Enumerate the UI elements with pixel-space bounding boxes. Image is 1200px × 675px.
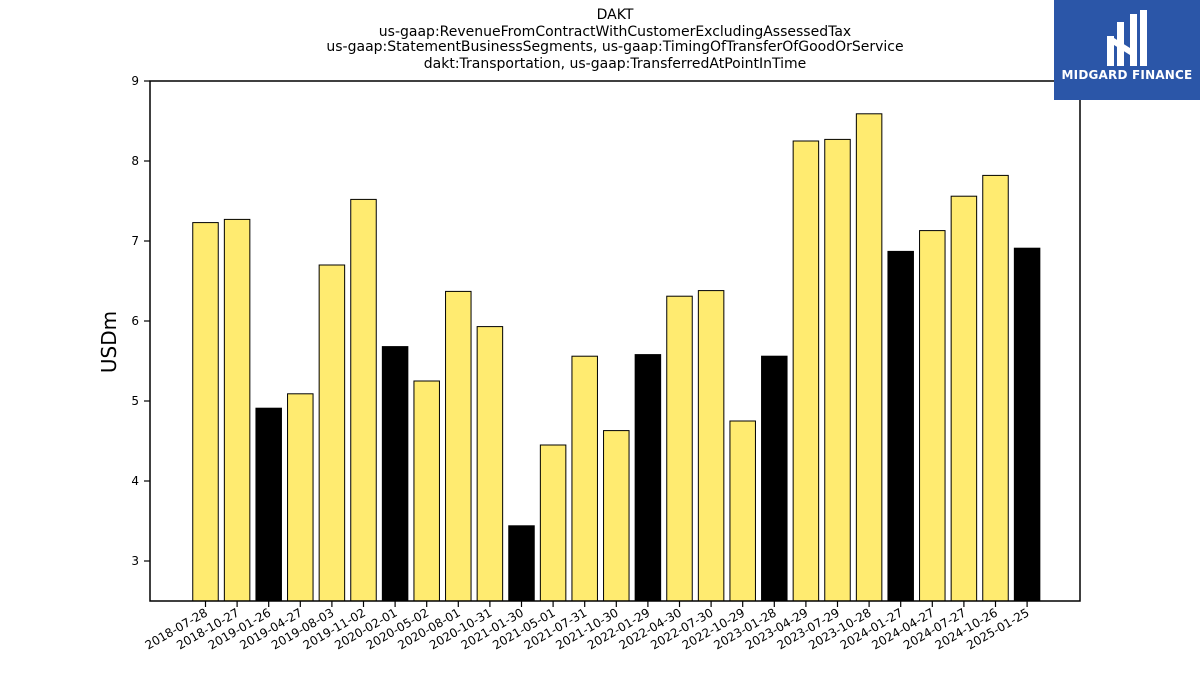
bar [381,346,409,602]
bar [634,354,662,602]
chart-title-line-4: dakt:Transportation, us-gaap:Transferred… [423,56,807,72]
y-tick-label: 5 [131,394,139,408]
bar [571,355,598,602]
bar [1013,247,1041,602]
chart-title-line-1: DAKT [596,7,634,23]
bar [603,430,630,602]
y-tick-label: 4 [131,474,139,488]
bar [287,393,314,602]
y-tick-label: 7 [131,234,139,248]
chart-title-line-2: us-gaap:RevenueFromContractWithCustomerE… [378,24,852,40]
bar [413,380,440,602]
logo-text: MIDGARD FINANCE [1061,68,1193,82]
bar [855,113,883,602]
plot-frame [149,80,1081,602]
y-tick-label: 9 [131,74,139,88]
bar [792,140,820,602]
bar [887,250,914,602]
bar [761,355,788,602]
bar [982,174,1009,602]
bar [476,326,504,602]
bar [350,198,377,602]
y-tick-label: 6 [131,314,139,328]
bar [445,290,472,602]
bar [223,218,251,602]
logo: MIDGARD FINANCE [1054,0,1200,100]
bar [919,230,946,602]
midgard-logo-icon [1107,10,1147,66]
bar [697,290,725,602]
bar [255,407,282,602]
y-tick-label: 8 [131,154,139,168]
bar [318,264,346,602]
bar [508,525,535,602]
bar [192,222,219,602]
chart-title-line-3: us-gaap:StatementBusinessSegments, us-ga… [326,39,904,55]
bar [824,138,851,602]
bar [950,195,978,602]
y-tick-label: 3 [131,554,139,568]
bar [729,420,756,602]
bar [666,295,693,602]
bar [539,444,567,602]
